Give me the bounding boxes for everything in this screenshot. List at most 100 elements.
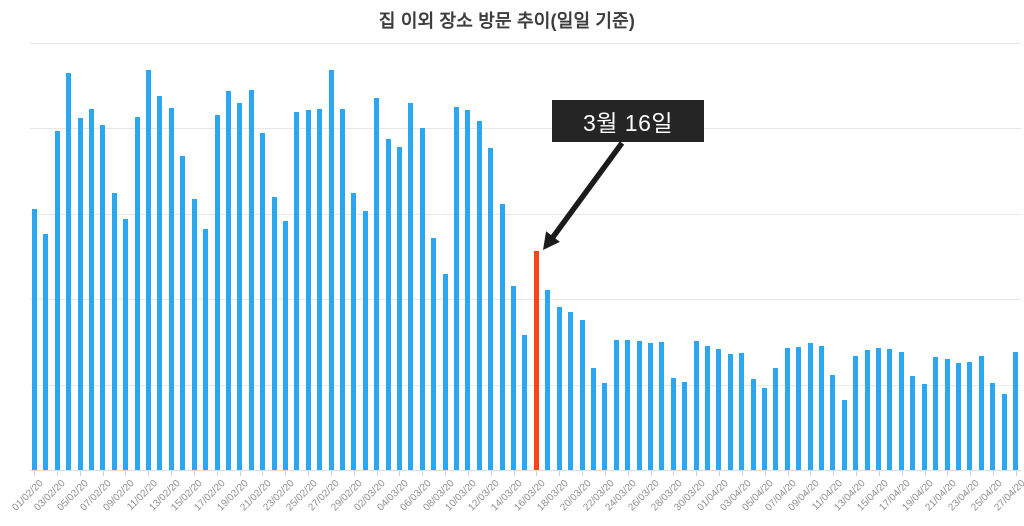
x-axis-tick bbox=[719, 471, 721, 476]
bar bbox=[693, 341, 699, 470]
bar bbox=[351, 192, 357, 470]
bar bbox=[864, 350, 870, 470]
bar bbox=[100, 124, 106, 470]
x-axis-tick bbox=[125, 471, 127, 476]
bar bbox=[134, 116, 140, 470]
x-axis-tick bbox=[445, 471, 447, 476]
bar bbox=[682, 382, 688, 470]
bar bbox=[397, 147, 402, 470]
x-axis-tick bbox=[878, 471, 880, 476]
bar bbox=[1012, 352, 1018, 470]
bar bbox=[522, 335, 528, 470]
bar bbox=[225, 90, 231, 470]
bar bbox=[442, 274, 448, 470]
bar bbox=[294, 112, 300, 470]
x-axis-tick bbox=[764, 471, 766, 476]
bar bbox=[910, 376, 916, 470]
bar bbox=[750, 379, 756, 470]
bar bbox=[556, 306, 562, 470]
bar bbox=[796, 347, 802, 470]
bar bbox=[54, 130, 60, 470]
bar bbox=[362, 210, 368, 470]
x-axis-tick bbox=[148, 471, 150, 476]
bar bbox=[716, 349, 722, 470]
x-axis-tick bbox=[285, 471, 287, 476]
bar bbox=[32, 209, 37, 470]
x-axis-tick bbox=[901, 471, 903, 476]
x-axis-tick bbox=[856, 471, 858, 476]
bar bbox=[853, 356, 859, 470]
x-axis-tick bbox=[34, 471, 35, 476]
x-axis-tick bbox=[330, 471, 332, 476]
bar bbox=[887, 349, 893, 470]
bar bbox=[168, 107, 174, 470]
x-axis-tick bbox=[376, 471, 378, 476]
bar bbox=[830, 375, 836, 470]
bar bbox=[214, 115, 220, 470]
x-axis-tick bbox=[399, 471, 401, 476]
x-axis-tick bbox=[467, 471, 469, 476]
bar bbox=[1001, 394, 1007, 470]
x-axis-tick bbox=[810, 471, 812, 476]
bar bbox=[282, 221, 288, 470]
x-axis-tick bbox=[216, 471, 218, 476]
x-axis-line bbox=[30, 470, 1021, 471]
x-axis-tick bbox=[239, 471, 241, 476]
bar bbox=[659, 341, 665, 470]
x-axis-tick bbox=[56, 471, 58, 476]
gridline bbox=[30, 43, 1021, 44]
bar bbox=[773, 367, 779, 470]
bar bbox=[704, 346, 710, 470]
bar bbox=[419, 127, 425, 470]
bar bbox=[488, 148, 494, 470]
x-axis-tick bbox=[673, 471, 675, 476]
bar bbox=[944, 358, 950, 470]
bar bbox=[408, 103, 414, 470]
x-axis-tick bbox=[513, 471, 515, 476]
bar bbox=[647, 343, 653, 470]
bar bbox=[271, 197, 277, 470]
x-axis-tick bbox=[696, 471, 698, 476]
bar bbox=[511, 285, 517, 470]
x-axis-tick bbox=[262, 471, 264, 476]
bar bbox=[237, 103, 243, 470]
x-axis-labels: 01/02/20 03/02/20 05/02/20 07/02/20 09/02/20… bbox=[10, 476, 1024, 526]
gridline bbox=[30, 213, 1021, 215]
bar bbox=[876, 347, 882, 470]
highlight-bar bbox=[533, 250, 539, 470]
bar bbox=[933, 356, 939, 470]
bar bbox=[625, 340, 631, 470]
x-axis-tick bbox=[993, 471, 995, 476]
annotation-box: 3월 16일 bbox=[552, 100, 704, 142]
bar bbox=[77, 118, 83, 470]
bar bbox=[978, 356, 984, 470]
bar bbox=[762, 388, 767, 470]
bars bbox=[32, 43, 1019, 470]
bar bbox=[670, 378, 676, 470]
bar bbox=[146, 69, 152, 470]
bar bbox=[727, 353, 733, 470]
chart-title: 집 이외 장소 방문 추이(일일 기준) bbox=[378, 11, 636, 31]
bar bbox=[807, 343, 813, 470]
bar bbox=[43, 233, 49, 470]
bar bbox=[385, 139, 391, 470]
bar bbox=[819, 346, 825, 470]
bar bbox=[921, 384, 927, 470]
x-axis-tick bbox=[490, 471, 492, 476]
x-axis-tick bbox=[604, 471, 606, 476]
bar bbox=[898, 352, 904, 470]
bar bbox=[123, 218, 129, 470]
bar bbox=[180, 156, 186, 470]
x-axis-tick bbox=[924, 471, 926, 476]
x-axis-tick bbox=[627, 471, 629, 476]
bar bbox=[465, 110, 471, 470]
bar bbox=[568, 312, 574, 470]
bar bbox=[89, 109, 95, 470]
gridline bbox=[30, 299, 1021, 301]
bar bbox=[305, 110, 311, 470]
bar bbox=[374, 98, 380, 470]
bar bbox=[602, 382, 608, 470]
x-axis-tick bbox=[741, 471, 743, 476]
bar bbox=[545, 289, 551, 470]
